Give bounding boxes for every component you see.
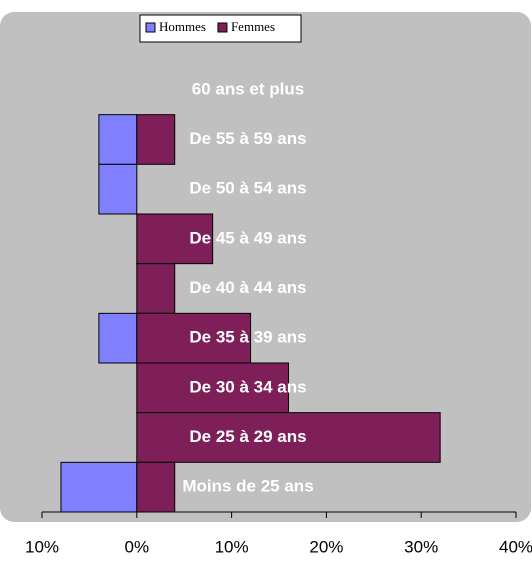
category-label: 60 ans et plus — [192, 79, 304, 98]
bar — [136, 213, 214, 265]
category-label: De 30 à 34 ans — [189, 377, 306, 396]
category-label: Moins de 25 ans — [182, 477, 313, 496]
category-label: De 50 à 54 ans — [189, 179, 306, 198]
bar — [136, 412, 441, 463]
x-tick-label: 10% — [25, 537, 59, 556]
category-label: De 55 à 59 ans — [189, 129, 306, 148]
legend-label: Femmes — [231, 19, 275, 34]
bar — [98, 163, 138, 215]
bar — [136, 263, 176, 314]
bar — [136, 114, 176, 165]
category-label: De 45 à 49 ans — [189, 228, 306, 247]
bar — [98, 114, 138, 165]
category-label: De 40 à 44 ans — [189, 278, 306, 297]
legend-label: Hommes — [159, 19, 206, 34]
x-tick-label: 10% — [215, 537, 249, 556]
x-tick-label: 20% — [309, 537, 343, 556]
bar — [136, 461, 176, 513]
bar — [136, 362, 289, 414]
x-tick-label: 30% — [404, 537, 438, 556]
x-tick-label: 0% — [125, 537, 150, 556]
bar — [60, 461, 138, 513]
x-tick-label: 40% — [499, 537, 532, 556]
category-label: De 35 à 39 ans — [189, 328, 306, 347]
category-label: De 25 à 29 ans — [189, 427, 306, 446]
legend-swatch — [217, 22, 228, 33]
bar — [98, 312, 138, 364]
legend-swatch — [145, 22, 156, 33]
